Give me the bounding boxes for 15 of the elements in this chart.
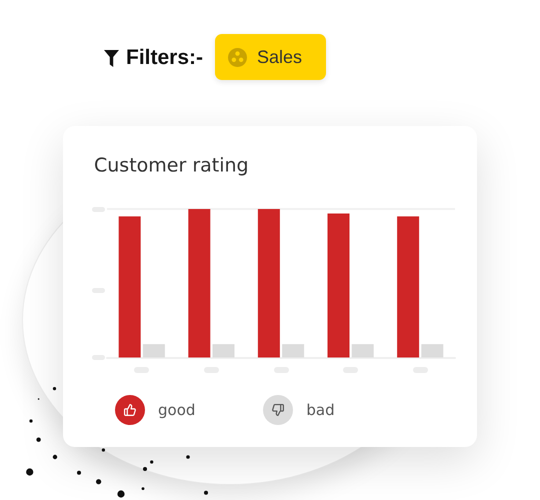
text: Filters:-	[126, 46, 204, 70]
legend-label: bad	[306, 401, 335, 419]
filter-chip: Sales	[215, 34, 326, 80]
bar	[118, 216, 141, 358]
bar	[328, 213, 350, 358]
bar	[352, 344, 374, 358]
bar	[142, 344, 165, 358]
chart-title: Customer rating	[94, 154, 249, 176]
bar	[188, 209, 210, 358]
bar	[397, 216, 420, 358]
bar	[258, 209, 280, 358]
bar	[212, 344, 234, 358]
bar	[282, 344, 304, 358]
legend-label: good	[158, 401, 196, 419]
bar	[421, 344, 444, 358]
